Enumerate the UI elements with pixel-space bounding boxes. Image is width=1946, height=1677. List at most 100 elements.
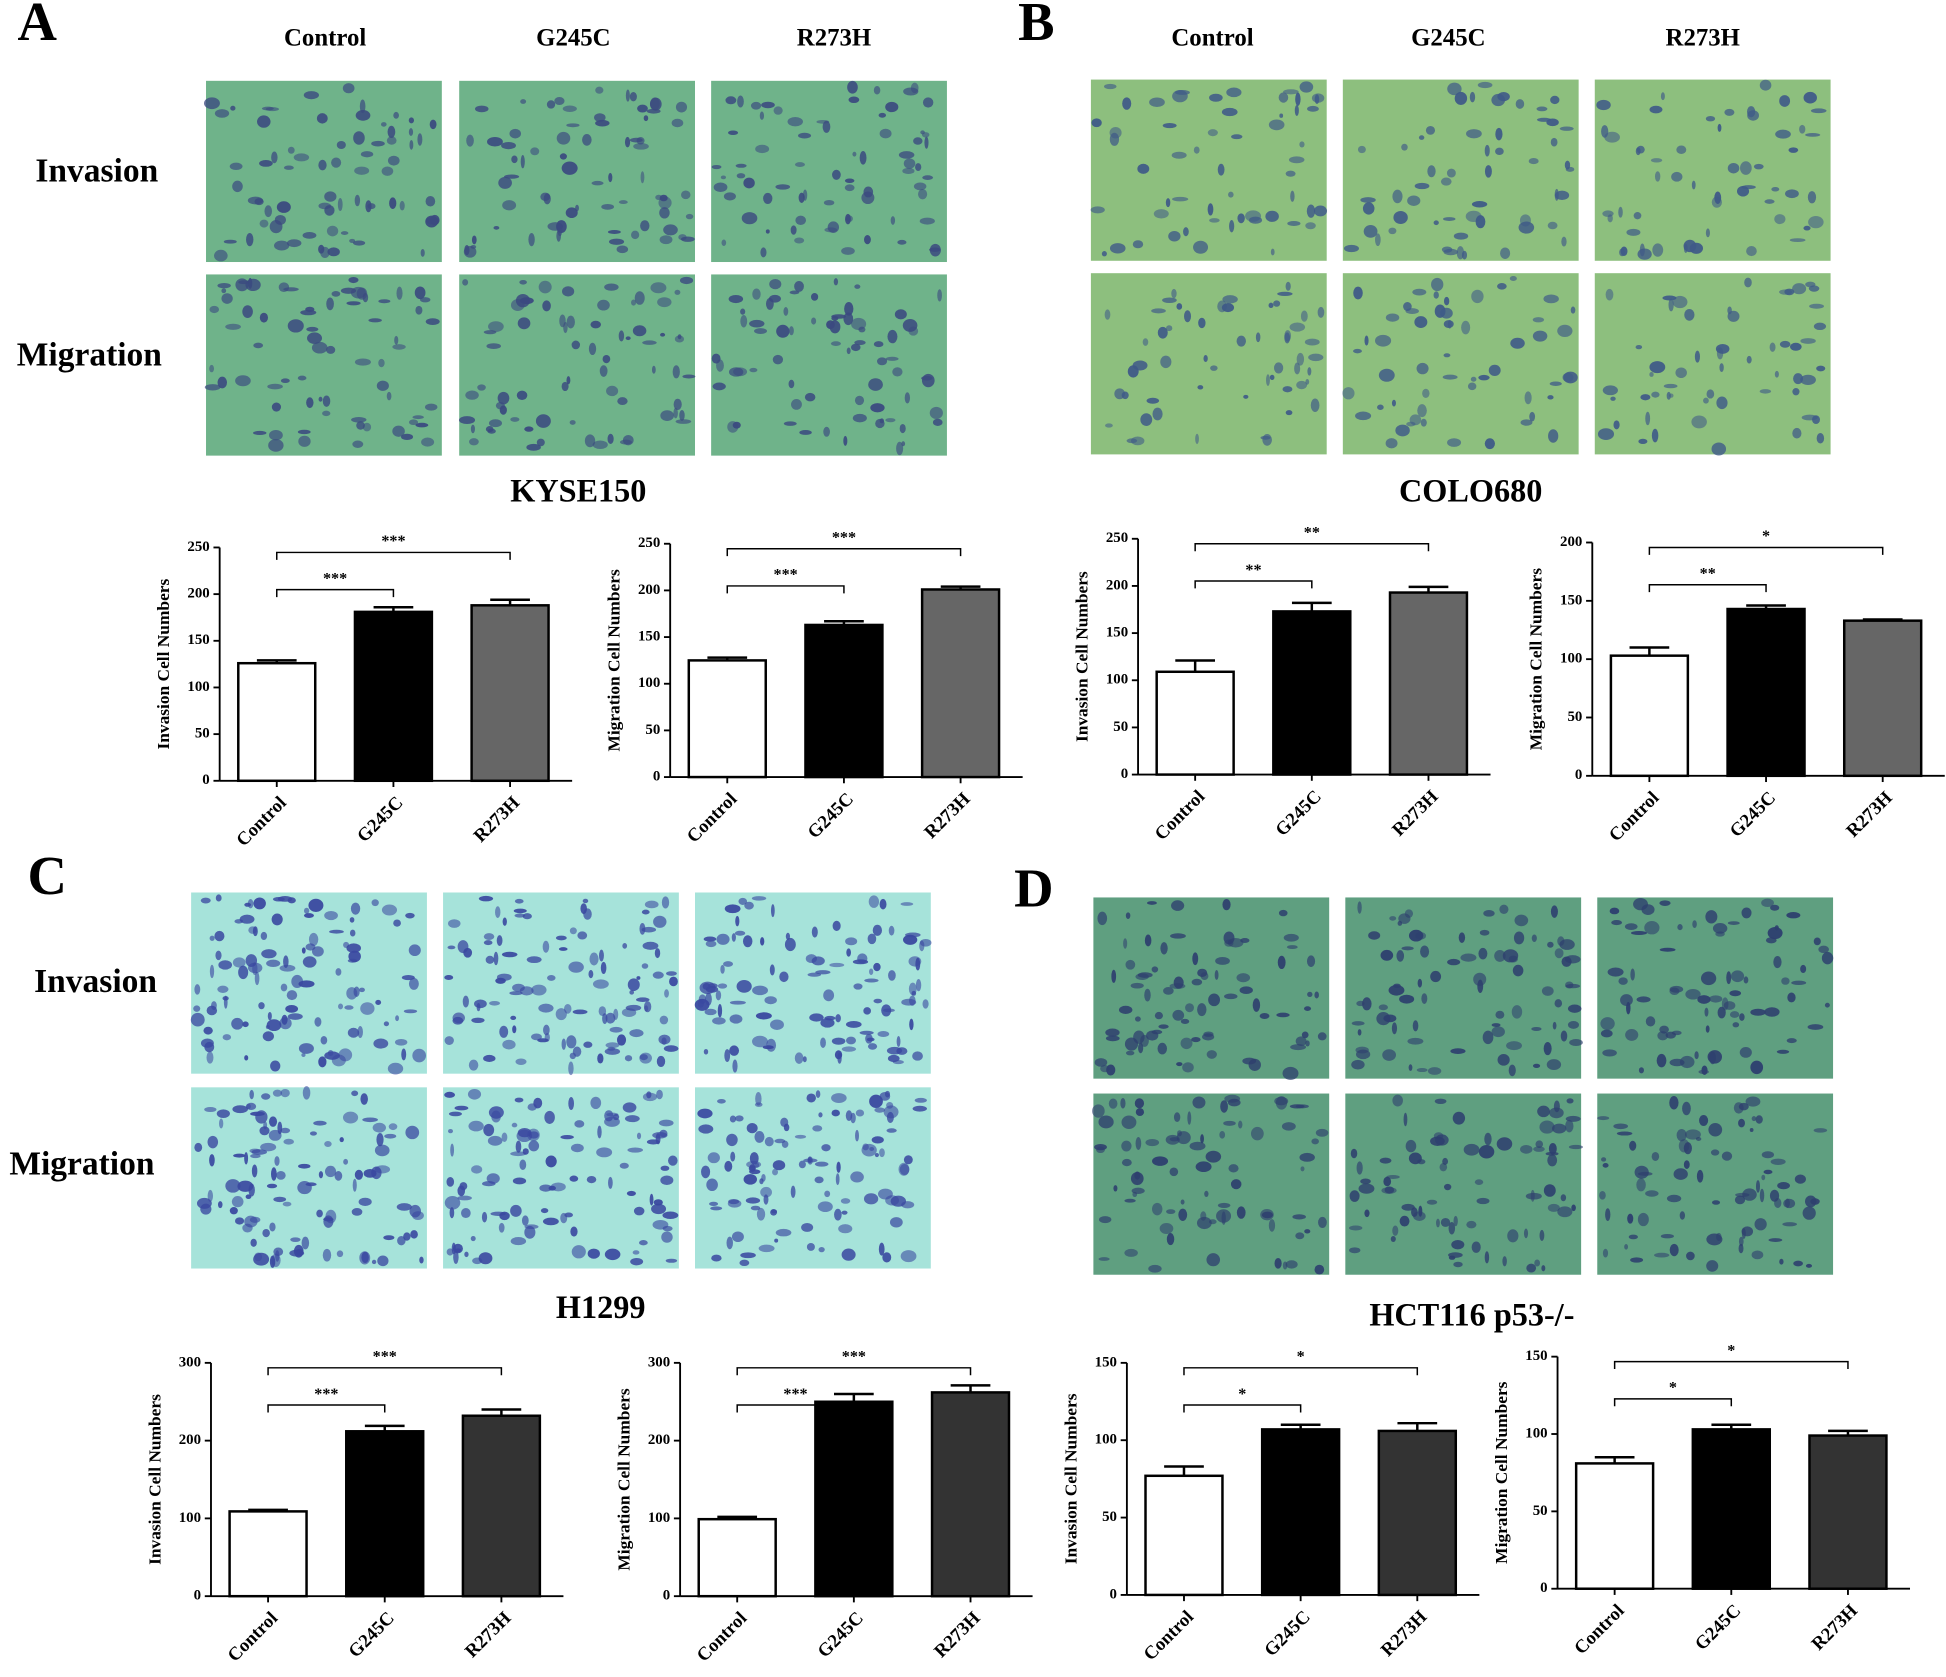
stained-cell [707,1152,720,1164]
stained-cell [1751,1116,1757,1122]
stained-cell [902,167,915,175]
stained-cell [1282,1066,1299,1080]
stained-cell [566,315,575,329]
stained-cell [1124,1198,1136,1203]
y-tick-label: 0 [1121,766,1128,782]
stained-cell [520,155,525,169]
micrograph-background [443,1087,679,1269]
stained-cell [1391,1022,1398,1035]
stained-cell [444,1036,454,1045]
stained-cell [268,1129,282,1141]
stained-cell [1356,1000,1365,1007]
stained-cell [701,1165,711,1179]
x-tick-label: G245C [353,792,407,846]
stained-cell [268,1116,278,1127]
stained-cell [271,913,283,926]
stained-cell [1779,289,1793,295]
stained-cell [1469,91,1476,103]
stained-cell [362,422,372,432]
stained-cell [306,397,314,409]
significance-bracket [726,547,962,557]
stained-cell [1295,92,1301,106]
stained-cell [1315,1128,1329,1137]
stained-cell [921,132,930,138]
stained-cell [1215,957,1230,965]
stained-cell [1305,222,1316,230]
stained-cell [868,895,880,908]
stained-cell [399,200,405,211]
stained-cell [1377,404,1384,410]
stained-cell [1476,1197,1490,1205]
stained-cell [888,925,895,936]
stained-cell [669,976,678,987]
stained-cell [1636,1178,1646,1192]
stained-cell [298,1043,314,1054]
stained-cell [1633,897,1648,911]
stained-cell [1403,1112,1408,1127]
micrograph [190,892,427,1075]
stained-cell [1491,1023,1501,1027]
stained-cell [273,1247,284,1257]
stained-cell [1176,303,1183,310]
panel-letter: A [18,0,58,52]
stained-cell [1122,97,1132,110]
stained-cell [510,1204,522,1217]
stained-cell [520,99,527,104]
stained-cell [283,165,294,170]
y-tick-label: 100 [1095,1432,1117,1448]
stained-cell [1362,202,1375,215]
stained-cell [1355,1049,1371,1060]
stained-cell [1547,1154,1558,1167]
stained-cell [1471,289,1484,304]
stained-cell [872,924,882,936]
stained-cell [357,1026,363,1038]
stained-cell [1727,921,1740,925]
stained-cell [1626,228,1641,236]
stained-cell [360,1002,375,1015]
stained-cell [353,986,360,997]
y-tick-label: 0 [653,768,660,784]
stained-cell [798,1160,806,1169]
stained-cell [1824,1002,1830,1008]
stained-cell [1092,1104,1105,1118]
stained-cell [1769,342,1776,352]
stained-cell [720,175,727,180]
stained-cell [1412,1020,1419,1032]
bar [1808,1434,1888,1590]
stained-cell [1407,1037,1424,1045]
stained-cell [253,897,266,910]
stained-cell [1166,325,1173,332]
stained-cell [1678,1139,1690,1153]
stained-cell [752,288,761,300]
stained-cell [1668,298,1674,312]
stained-cell [1549,381,1562,386]
stained-cell [1602,1049,1617,1057]
stained-cell [515,1058,527,1065]
stained-cell [900,902,914,906]
stained-cell [765,229,770,234]
stained-cell [1602,385,1618,396]
stained-cell [1157,326,1168,339]
stained-cell [1506,1041,1522,1051]
stained-cell [1465,210,1482,222]
stained-cell [483,1054,496,1062]
stained-cell [1294,362,1301,375]
stained-cell [1491,1026,1505,1038]
stained-cell [1204,1190,1209,1198]
stained-cell [1691,180,1696,190]
stained-cell [662,1225,673,1232]
stained-cell [1351,1021,1365,1026]
stained-cell [1770,904,1780,911]
stained-cell [798,132,812,139]
stained-cell [773,106,783,115]
stained-cell [937,289,942,302]
stained-cell [605,1012,616,1024]
stained-cell [471,1165,483,1174]
y-tick-label: 50 [1113,719,1128,735]
stained-cell [1142,338,1149,346]
significance-bracket [1613,1360,1849,1370]
significance-label: ** [1304,525,1320,542]
stained-cell [1208,993,1221,1007]
stained-cell [1638,438,1648,444]
stained-cell [1553,1100,1560,1113]
